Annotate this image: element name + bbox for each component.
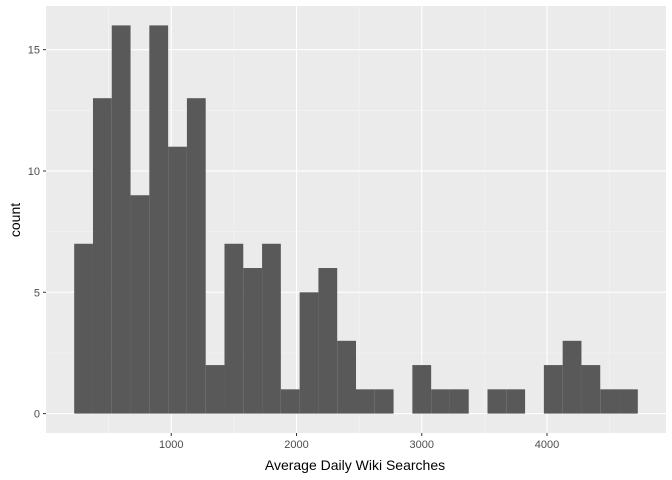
histogram-bar — [506, 389, 526, 414]
histogram-bar — [431, 389, 450, 414]
y-tick-label: 5 — [34, 287, 40, 299]
histogram-bar — [149, 25, 169, 414]
histogram-bar — [543, 365, 563, 414]
histogram-bar — [562, 340, 582, 414]
histogram-bar — [224, 243, 244, 414]
histogram-bar — [280, 389, 300, 414]
x-tick-label: 3000 — [410, 439, 434, 451]
histogram-bars — [74, 25, 638, 414]
histogram-bar — [74, 243, 93, 414]
x-tick-label: 1000 — [159, 439, 183, 451]
histogram-bar — [619, 389, 638, 414]
histogram-bar — [111, 25, 131, 414]
histogram-bar — [581, 365, 601, 414]
x-tick-label: 2000 — [284, 439, 308, 451]
histogram-bar — [487, 389, 507, 414]
y-tick-label: 15 — [28, 45, 40, 57]
histogram-bar — [337, 340, 356, 414]
histogram-bar — [186, 98, 206, 414]
histogram-bar — [600, 389, 620, 414]
histogram-bar — [449, 389, 469, 414]
histogram-bar — [168, 146, 187, 414]
histogram-bar — [262, 243, 281, 414]
histogram-bar — [318, 268, 338, 414]
histogram-bar — [374, 389, 394, 414]
histogram-bar — [130, 195, 150, 414]
y-axis-title: count — [7, 203, 23, 237]
x-axis-title: Average Daily Wiki Searches — [265, 457, 445, 473]
y-axis: 0 5 10 15 — [28, 45, 46, 421]
x-tick-label: 4000 — [535, 439, 559, 451]
histogram-bar — [412, 365, 432, 414]
histogram-bar — [356, 389, 375, 414]
histogram-bar — [299, 292, 319, 414]
y-tick-label: 0 — [34, 409, 40, 421]
histogram-bar — [205, 365, 225, 414]
histogram-bar — [92, 98, 112, 414]
y-tick-label: 10 — [28, 166, 40, 178]
x-axis: 1000 2000 3000 4000 — [159, 433, 559, 451]
histogram-bar — [243, 268, 263, 414]
